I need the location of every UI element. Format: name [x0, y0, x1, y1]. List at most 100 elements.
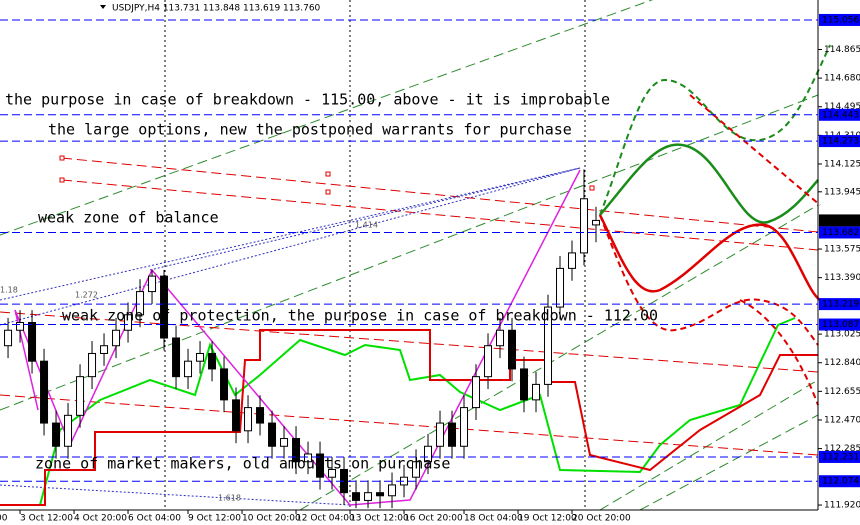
candle-body	[76, 376, 85, 416]
candle-body	[376, 492, 385, 497]
candle-body	[580, 198, 589, 254]
candle-body	[64, 414, 73, 447]
level-label: 112.074	[822, 477, 859, 487]
candle-body	[532, 383, 541, 401]
candle-body	[328, 468, 337, 478]
level-label-box	[819, 13, 860, 26]
y-tick-label: 113.945	[824, 187, 860, 197]
candle-body	[148, 275, 157, 293]
x-tick-label: 18 Oct 04:00	[464, 514, 523, 524]
level-label: 113.087	[822, 320, 859, 330]
annotation: weak zone of balance	[38, 209, 219, 227]
forecast-low	[599, 214, 819, 346]
y-tick-label: 114.680	[824, 74, 860, 84]
x-tick-label: 10 Oct 20:00	[242, 514, 301, 524]
candle-body	[304, 453, 313, 463]
candle-body	[484, 345, 493, 378]
candle-body	[268, 422, 277, 447]
candle-body	[28, 322, 37, 362]
x-tick-label: 00	[0, 514, 8, 524]
candle-body	[160, 275, 169, 339]
candle-body	[256, 407, 265, 424]
candle-body	[496, 329, 505, 347]
forecast-up	[599, 44, 831, 216]
y-tick-label: 113.025	[824, 330, 860, 340]
y-tick-label: 111.920	[824, 501, 860, 511]
candle-body	[424, 445, 433, 463]
level-label: 115.056	[822, 15, 859, 25]
fib-lines	[0, 167, 581, 506]
fib-label: 1.414	[355, 221, 378, 230]
level-label-box	[819, 298, 860, 311]
candle-body	[364, 492, 373, 501]
candle-body	[448, 422, 457, 447]
candle-body	[412, 461, 421, 478]
annotation: zone of market makers, old amounts on pu…	[35, 455, 450, 473]
candle-body	[208, 352, 217, 370]
ichimoku-red	[0, 329, 818, 506]
last-price-label: 113.760	[822, 216, 859, 226]
annotation: the purpose in case of breakdown - 115.0…	[5, 91, 610, 109]
candle-body	[52, 422, 61, 447]
chart-title: USDJPY,H4 113.731 113.848 113.619 113.76…	[112, 4, 321, 14]
level-label-box	[819, 318, 860, 331]
candle-body	[352, 492, 361, 501]
candle-body	[88, 352, 97, 378]
level-label-box	[819, 226, 860, 239]
x-tick-label: 6 Oct 04:00	[128, 514, 181, 524]
candle-body	[100, 345, 109, 354]
candle-body	[40, 360, 49, 424]
y-tick-label: 112.285	[824, 444, 860, 454]
x-tick-label: 4 Oct 20:00	[74, 514, 127, 524]
candle-body	[568, 252, 577, 269]
level-label: 113.682	[822, 228, 859, 238]
candle-body	[556, 267, 565, 308]
level-label-box	[819, 450, 860, 463]
level-label: 112.231	[822, 452, 859, 462]
annotation: the large options, new the postponed war…	[48, 121, 572, 139]
y-tick-label: 114.865	[824, 45, 860, 55]
candle-body	[316, 453, 325, 478]
x-tick-label: 19 Oct 12:00	[518, 514, 577, 524]
candle-body	[436, 422, 445, 447]
annotation: weak zone of protection, the purpose in …	[62, 307, 658, 325]
level-label-box	[819, 135, 860, 148]
y-tick-label: 114.125	[824, 159, 860, 169]
level-label-box	[819, 108, 860, 121]
y-tick-label: 112.470	[824, 415, 860, 425]
candle-body	[244, 407, 253, 432]
forecast-red-dashed	[689, 94, 821, 206]
x-tick-label: 13 Oct 12:00	[350, 514, 409, 524]
y-tick-label: 113.390	[824, 273, 860, 283]
green-channel	[0, 0, 819, 511]
candle-body	[172, 337, 181, 378]
x-tick-label: 20 Oct 20:00	[572, 514, 631, 524]
candle-body	[16, 322, 25, 331]
candle-body	[592, 219, 601, 226]
candle-body	[184, 360, 193, 378]
candle-body	[544, 306, 553, 385]
candle-body	[136, 291, 145, 316]
forecast-down	[598, 214, 821, 302]
candle-body	[196, 352, 205, 362]
anchor-points	[59, 155, 595, 195]
candle-body	[220, 368, 229, 401]
forecast-mid	[599, 143, 819, 224]
fib-label: 1.272	[75, 291, 98, 300]
x-tick-label: 12 Oct 04:00	[296, 514, 355, 524]
menu-triangle	[100, 5, 106, 9]
candle-body	[520, 368, 529, 401]
candle-body	[388, 484, 397, 497]
candle-body	[112, 329, 121, 347]
y-tick-label: 112.840	[824, 358, 860, 368]
y-tick-label: 112.655	[824, 387, 860, 397]
last-price-box	[819, 214, 860, 227]
fib-label: 1.18	[0, 286, 18, 295]
fib-label: 1.618	[218, 494, 241, 503]
ichimoku-green	[39, 317, 796, 506]
level-label: 114.273	[822, 137, 859, 147]
level-label-box	[819, 475, 860, 488]
x-tick-label: 9 Oct 12:00	[188, 514, 241, 524]
